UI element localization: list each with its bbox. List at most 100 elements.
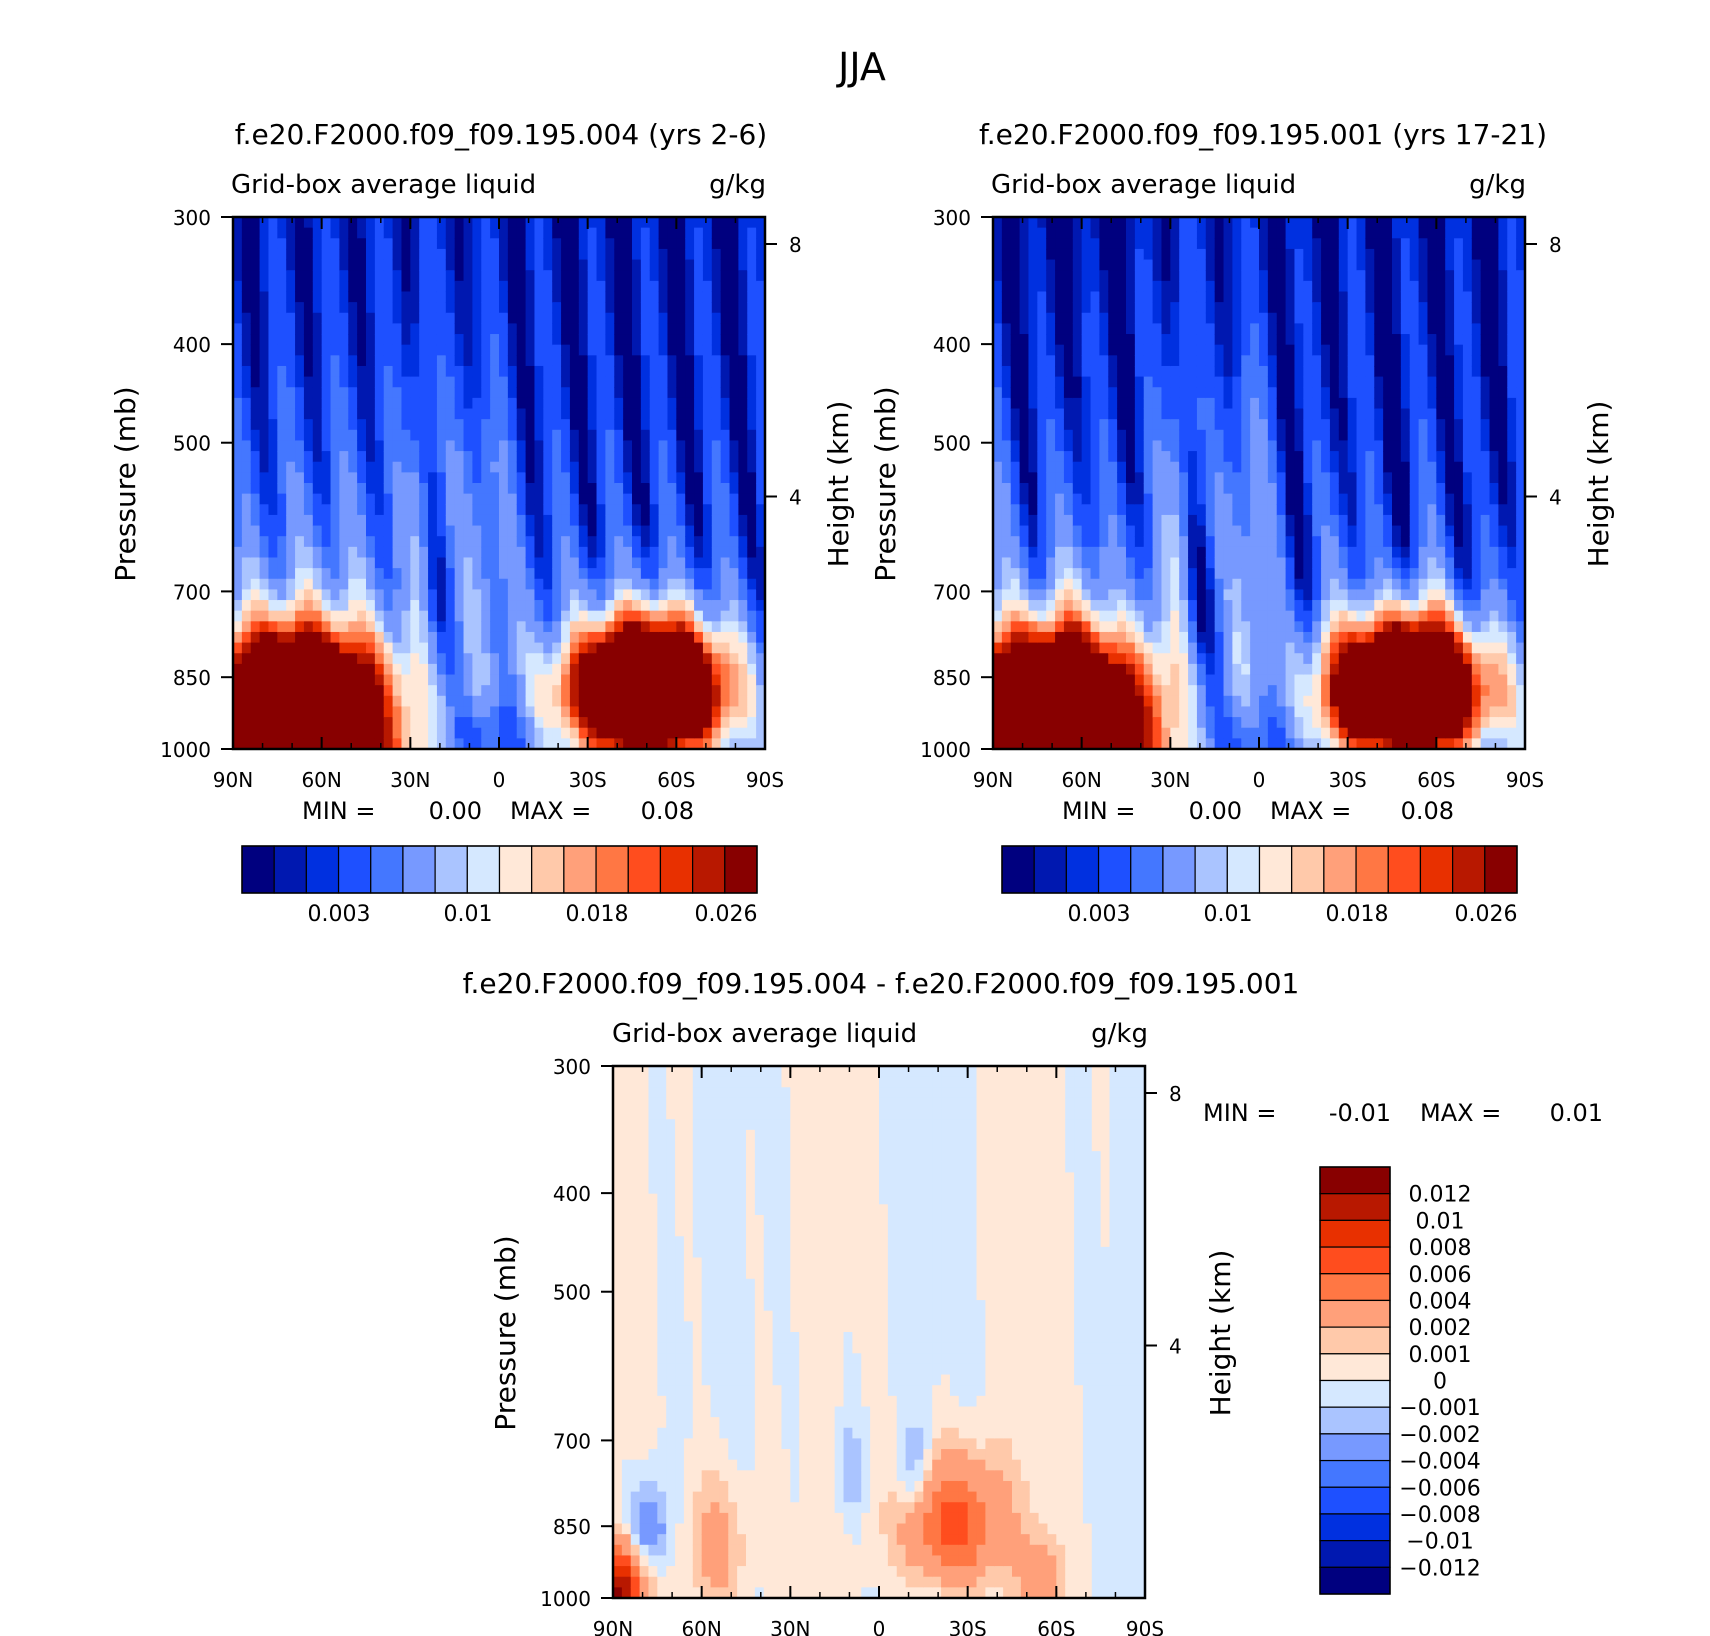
heatmap-cell [268, 302, 278, 314]
heatmap-cell [1170, 621, 1180, 633]
heatmap-cell [993, 472, 1003, 484]
heatmap-cell [1188, 493, 1198, 505]
heatmap-cell [543, 387, 553, 399]
heatmap-cell [623, 663, 633, 676]
heatmap-cell [339, 642, 349, 654]
heatmap-cell [658, 685, 669, 697]
heatmap-cell [312, 291, 323, 303]
heatmap-cell [1010, 419, 1021, 431]
heatmap-cell [1241, 525, 1251, 537]
heatmap-cell [1205, 280, 1216, 293]
heatmap-cell [1037, 536, 1047, 548]
heatmap-cell [1028, 429, 1038, 442]
heatmap-cell [1250, 280, 1260, 293]
heatmap-cell [1117, 387, 1127, 399]
colorbar-label: 0.018 [566, 902, 629, 927]
heatmap-cell [1108, 323, 1118, 335]
heatmap-cell [286, 270, 296, 282]
heatmap-cell [445, 376, 456, 388]
heatmap-cell [241, 631, 252, 644]
heatmap-cell [436, 738, 447, 750]
heatmap-cell [1001, 217, 1012, 229]
heatmap-cell [401, 642, 411, 654]
heatmap-cell [481, 387, 491, 399]
heatmap-cell [1001, 546, 1012, 559]
heatmap-cell [1170, 504, 1180, 516]
heatmap-cell [1250, 291, 1260, 303]
heatmap-cell [658, 536, 669, 548]
heatmap-cell [569, 493, 580, 505]
heatmap-cell [268, 557, 278, 569]
heatmap-cell [295, 312, 305, 324]
heatmap-cell [561, 429, 571, 442]
heatmap-cell [720, 376, 731, 388]
heatmap-cell [410, 504, 420, 516]
heatmap-cell [321, 248, 332, 261]
heatmap-cell [640, 355, 651, 367]
heatmap-cell [525, 706, 536, 718]
heatmap-cell [605, 610, 615, 622]
heatmap-cell [1312, 312, 1322, 324]
heatmap-cell [756, 376, 766, 388]
heatmap-cell [1010, 302, 1021, 314]
heatmap-cell [1276, 610, 1287, 622]
heatmap-cell [321, 727, 332, 739]
heatmap-cell [490, 631, 500, 644]
heatmap-cell [1276, 514, 1287, 527]
heatmap-cell [578, 387, 589, 399]
heatmap-cell [614, 663, 624, 676]
heatmap-cell [1126, 578, 1136, 590]
heatmap-cell [419, 355, 429, 367]
heatmap-cell [1285, 429, 1296, 442]
heatmap-cell [374, 270, 385, 282]
heatmap-cell [640, 217, 651, 229]
heatmap-cell [694, 621, 704, 633]
heatmap-cell [649, 642, 660, 654]
y-axis-label: Pressure (mb) [109, 386, 142, 581]
heatmap-cell [445, 568, 456, 580]
heatmap-cell [1134, 578, 1145, 590]
heatmap-cell [1276, 653, 1287, 665]
heatmap-cell [1028, 334, 1038, 346]
heatmap-cell [632, 674, 642, 686]
heatmap-cell [525, 270, 536, 282]
heatmap-cell [1179, 270, 1189, 282]
heatmap-cell [463, 589, 473, 601]
heatmap-cell [348, 568, 358, 580]
heatmap-cell [1063, 589, 1074, 601]
heatmap-cell [640, 674, 651, 686]
heatmap-cell [454, 312, 465, 324]
heatmap-cell [419, 631, 429, 644]
heatmap-cell [401, 291, 411, 303]
heatmap-cell [241, 663, 252, 676]
heatmap-cell [1196, 270, 1207, 282]
heatmap-cell [667, 397, 677, 410]
heatmap-cell [268, 238, 278, 250]
heatmap-cell [374, 674, 385, 686]
heatmap-cell [1285, 397, 1296, 410]
heatmap-cell [472, 600, 482, 612]
heatmap-cell [392, 238, 403, 250]
colorbar-swatch [466, 845, 501, 894]
heatmap-cell [1134, 706, 1145, 718]
heatmap-cell [1170, 578, 1180, 590]
heatmap-cell [1267, 578, 1278, 590]
heatmap-cell [1188, 514, 1198, 527]
heatmap-cell [1179, 365, 1189, 378]
heatmap-cell [1179, 717, 1189, 729]
heatmap-cell [1046, 429, 1056, 442]
heatmap-cell [543, 717, 553, 729]
heatmap-cell [561, 344, 571, 356]
heatmap-cell [623, 312, 633, 324]
heatmap-cell [1019, 621, 1030, 633]
heatmap-cell [685, 312, 695, 324]
heatmap-cell [993, 312, 1003, 324]
heatmap-cell [552, 706, 562, 718]
heatmap-cell [623, 514, 633, 527]
heatmap-cell [569, 568, 580, 580]
heatmap-cell [1214, 568, 1225, 580]
heatmap-cell [1099, 738, 1109, 750]
heatmap-cell [1143, 600, 1154, 612]
heatmap-cell [321, 685, 332, 697]
